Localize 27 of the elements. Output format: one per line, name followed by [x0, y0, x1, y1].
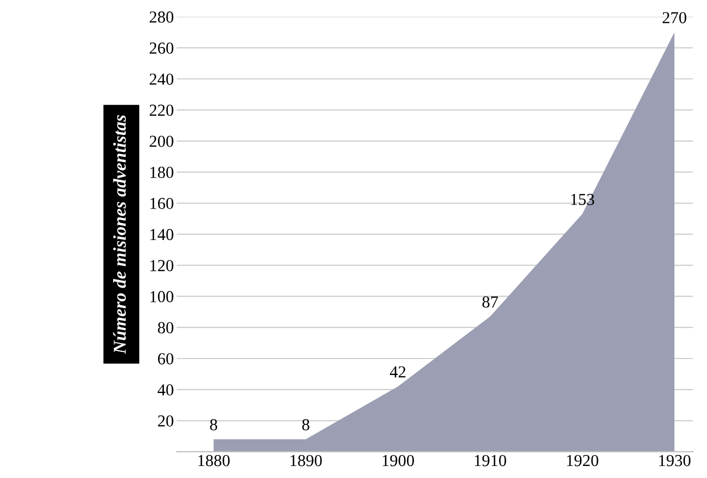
y-tick-label: 260 [150, 42, 174, 54]
y-tick-label: 100 [150, 291, 174, 302]
x-tick-label: 1930 [659, 454, 690, 466]
y-tick-label: 240 [150, 74, 174, 85]
x-tick-label: 1900 [382, 454, 414, 466]
y-tick-label: 60 [158, 353, 174, 364]
y-tick-label: 280 [150, 11, 174, 23]
x-tick-label: 1920 [567, 454, 598, 466]
data-label: 270 [662, 12, 686, 24]
x-tick-label: 1880 [198, 454, 230, 466]
y-tick-label: 80 [158, 322, 174, 334]
data-label: 153 [571, 194, 594, 206]
data-label: 8 [210, 419, 218, 430]
data-label: 42 [390, 366, 406, 378]
y-tick-label: 120 [150, 260, 174, 272]
data-label: 87 [482, 296, 498, 308]
data-label: 8 [302, 419, 310, 430]
y-tick-label: 220 [150, 104, 174, 116]
x-tick-label: 1890 [290, 454, 322, 466]
y-tick-label: 40 [158, 384, 174, 396]
y-tick-label: 180 [150, 166, 174, 178]
y-tick-label: 200 [150, 136, 174, 147]
y-tick-label: 140 [150, 228, 174, 240]
x-tick-label: 1910 [474, 454, 506, 466]
y-tick-label: 160 [150, 198, 174, 210]
y-axis-title: Número de misiones adventistas [113, 115, 126, 354]
y-tick-label: 20 [158, 415, 174, 427]
